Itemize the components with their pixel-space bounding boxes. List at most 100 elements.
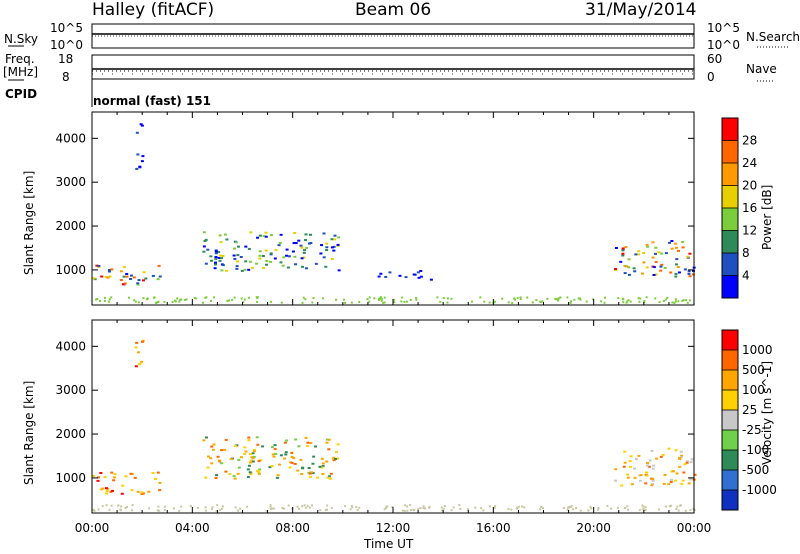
ground-1-112 <box>482 509 485 512</box>
echo-1-3-56 <box>662 482 666 485</box>
echo-1-2-78 <box>300 466 304 469</box>
ground-0-129 <box>483 300 486 303</box>
ground-0-135 <box>137 301 140 304</box>
ground-0-57 <box>681 299 684 302</box>
echo-1-2-116 <box>257 470 261 473</box>
echo-1-2-3 <box>204 476 208 479</box>
echo-0-2-76 <box>235 265 239 268</box>
echo-0-4-44 <box>660 263 664 266</box>
echo-0-0-21 <box>125 275 129 278</box>
ground-1-134 <box>108 508 111 511</box>
echo-0-2-73 <box>287 255 291 258</box>
ground-0-123 <box>204 296 207 299</box>
echo-0-2-56 <box>319 252 323 255</box>
echo-1-2-107 <box>294 438 298 441</box>
echo-1-0-28 <box>153 478 157 481</box>
power-colorbar-seg-1 <box>722 253 738 276</box>
ytick-label-0-1: 2000 <box>55 219 86 233</box>
echo-1-3-30 <box>639 479 643 482</box>
echo-1-2-53 <box>220 449 224 452</box>
velocity-colorbar-ticklabel-7: -1000 <box>742 483 777 497</box>
ground-0-79 <box>343 301 346 304</box>
ground-1-129 <box>401 509 404 512</box>
ground-1-68 <box>657 508 660 511</box>
ground-0-73 <box>146 297 149 300</box>
ground-1-113 <box>676 505 679 508</box>
echo-0-2-98 <box>233 258 237 261</box>
ground-1-148 <box>606 504 609 507</box>
ground-0-153 <box>573 298 576 301</box>
ground-0-95 <box>639 297 642 300</box>
echo-0-2-74 <box>330 246 334 249</box>
ground-1-42 <box>391 505 394 508</box>
echo-1-3-14 <box>685 461 689 464</box>
echo-1-2-51 <box>285 439 289 442</box>
echo-1-2-104 <box>255 436 259 439</box>
echo-0-4-11 <box>677 249 681 252</box>
echo-0-4-64 <box>675 258 679 261</box>
echo-0-0-6 <box>129 274 133 277</box>
echo-0-4-16 <box>621 252 625 255</box>
power-colorbar-ticklabel-4: 12 <box>742 224 757 238</box>
ground-0-53 <box>98 299 101 302</box>
echo-0-3-11 <box>398 274 402 277</box>
echo-0-4-14 <box>645 243 649 246</box>
echo-0-2-32 <box>236 254 240 257</box>
echo-1-2-123 <box>270 446 274 449</box>
ground-0-103 <box>173 299 176 302</box>
echo-0-4-34 <box>691 273 695 276</box>
echo-0-2-99 <box>325 242 329 245</box>
ground-0-46 <box>488 301 491 304</box>
echo-1-2-34 <box>243 452 247 455</box>
echo-0-2-84 <box>293 255 297 258</box>
echo-0-2-61 <box>265 263 269 266</box>
echo-0-4-9 <box>652 274 656 277</box>
echo-1-2-30 <box>220 462 224 465</box>
echo-0-2-75 <box>294 241 298 244</box>
echo-1-3-17 <box>680 482 684 485</box>
echo-0-0-7 <box>95 264 99 267</box>
echo-0-2-42 <box>330 238 334 241</box>
ground-0-138 <box>157 300 160 303</box>
echo-1-2-7 <box>328 477 332 480</box>
echo-0-3-8 <box>416 271 420 274</box>
ground-0-91 <box>671 301 674 304</box>
ground-1-88 <box>355 506 358 509</box>
echo-0-4-36 <box>660 252 664 255</box>
ground-1-102 <box>568 506 571 509</box>
ground-0-101 <box>531 301 534 304</box>
echo-1-3-58 <box>639 474 643 477</box>
echo-1-2-122 <box>308 472 312 475</box>
echo-0-4-40 <box>621 249 625 252</box>
echo-0-0-29 <box>141 279 145 282</box>
ground-1-13 <box>517 505 520 508</box>
echo-1-3-15 <box>690 458 694 461</box>
power-colorbar-ticklabel-3: 16 <box>742 201 757 215</box>
echo-1-2-95 <box>326 476 330 479</box>
echo-1-3-6 <box>637 454 641 457</box>
ground-0-104 <box>569 300 572 303</box>
echo-0-2-11 <box>218 234 222 237</box>
power-ylabel: Slant Range [km] <box>22 170 36 275</box>
echo-0-0-17 <box>136 282 140 285</box>
echo-1-2-32 <box>247 436 251 439</box>
echo-0-0-19 <box>119 270 123 273</box>
ground-1-37 <box>488 505 491 508</box>
echo-0-2-41 <box>322 232 326 235</box>
echo-0-1-2 <box>139 123 143 126</box>
echo-0-2-46 <box>223 233 227 236</box>
echo-0-4-37 <box>687 270 691 273</box>
echo-0-2-6 <box>251 266 255 269</box>
echo-0-0-32 <box>122 266 126 269</box>
echo-0-2-66 <box>202 245 206 248</box>
ground-0-90 <box>579 298 582 301</box>
beam-title: Beam 06 <box>355 0 432 20</box>
ground-1-135 <box>303 504 306 507</box>
ground-1-44 <box>590 507 593 510</box>
echo-1-2-83 <box>313 445 317 448</box>
ground-0-87 <box>269 300 272 303</box>
echo-0-2-55 <box>304 233 308 236</box>
ground-1-126 <box>643 508 646 511</box>
echo-1-3-40 <box>661 453 665 456</box>
